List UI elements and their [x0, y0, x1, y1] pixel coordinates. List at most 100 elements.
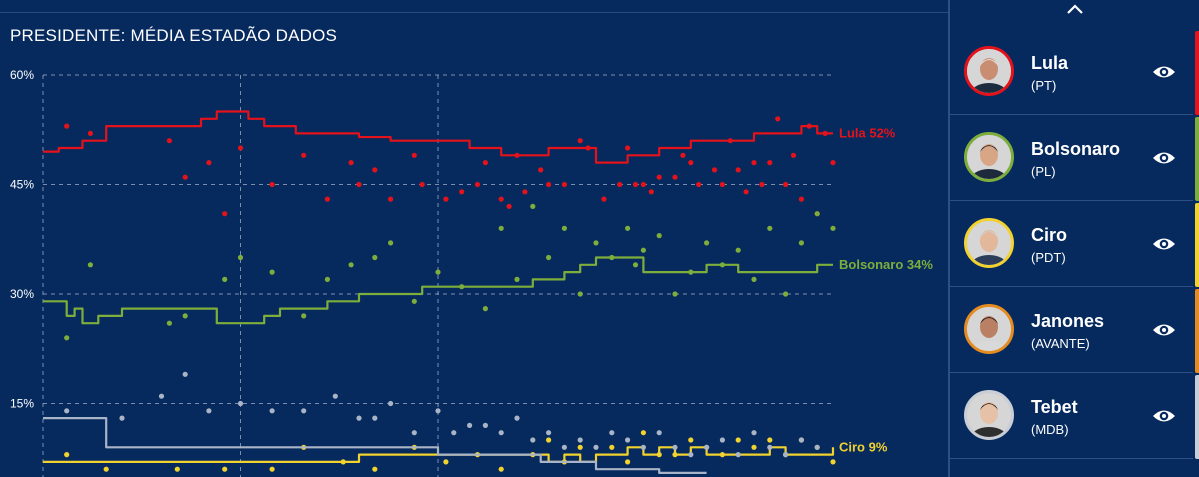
lula-poll-point [301, 152, 307, 158]
bolsonaro-poll-point [632, 262, 639, 268]
lula-poll-point [656, 174, 662, 180]
bolsonaro-poll-point [530, 203, 536, 209]
tebet-poll-point [467, 422, 473, 428]
tebet-poll-point [332, 393, 338, 399]
candidate-card-janones[interactable]: Janones (AVANTE) [950, 289, 1199, 373]
bolsonaro-poll-point [301, 313, 307, 319]
tebet-poll-point [688, 452, 694, 458]
candidate-party: (PT) [1031, 78, 1057, 93]
candidate-color-bar [1195, 203, 1199, 287]
ciro-poll-point [767, 437, 773, 443]
tebet-poll-point [672, 444, 678, 450]
lula-poll-point [372, 167, 378, 173]
ciro-poll-point [103, 466, 109, 472]
bolsonaro-poll-point [498, 225, 504, 231]
eye-icon[interactable] [1152, 407, 1176, 425]
lula-poll-point [474, 181, 481, 188]
lula-poll-point [680, 152, 686, 158]
tebet-average-line [43, 417, 707, 474]
avatar [964, 132, 1014, 182]
lula-poll-point [348, 160, 354, 166]
tebet-poll-point [783, 452, 789, 458]
ciro-poll-point [498, 466, 504, 472]
candidate-card-ciro[interactable]: Ciro (PDT) [950, 203, 1199, 287]
lula-poll-point [577, 138, 583, 144]
tebet-poll-point [388, 400, 394, 407]
lula-poll-point [443, 196, 449, 202]
bolsonaro-poll-point [269, 269, 275, 275]
ciro-poll-point [688, 437, 694, 443]
lula-poll-point [790, 152, 797, 158]
tebet-poll-point [514, 415, 520, 421]
lula-poll-point [269, 181, 275, 188]
lula-poll-point [640, 181, 647, 188]
candidate-party: (PDT) [1031, 250, 1066, 265]
tebet-poll-point [435, 408, 441, 414]
candidate-name: Bolsonaro [1031, 139, 1121, 159]
tebet-poll-point [656, 430, 662, 436]
bolsonaro-poll-point [388, 240, 394, 246]
bolsonaro-poll-point [561, 225, 568, 231]
ciro-poll-point [443, 459, 449, 465]
lula-poll-point [419, 181, 425, 188]
lula-poll-point [767, 160, 773, 166]
eye-icon[interactable] [1152, 149, 1176, 167]
lula-poll-point [538, 167, 544, 173]
tebet-poll-point [530, 437, 536, 443]
ciro-poll-point [735, 437, 741, 443]
lula-poll-point [324, 196, 330, 202]
tebet-poll-point [546, 430, 552, 436]
ciro-poll-point [222, 466, 228, 472]
lula-poll-point [830, 160, 836, 166]
candidate-card-lula[interactable]: Lula (PT) [950, 31, 1199, 115]
ciro-poll-point [609, 444, 615, 450]
bolsonaro-poll-point [625, 225, 631, 231]
lula-poll-point [388, 196, 394, 202]
tebet-poll-point [372, 415, 378, 421]
bolsonaro-end-label: Bolsonaro 34% [839, 257, 933, 272]
bolsonaro-poll-point [324, 276, 330, 282]
lula-poll-point [625, 145, 631, 151]
ciro-poll-point [830, 459, 836, 465]
candidate-sidebar: Lula (PT) Bolsonaro (PL) Ciro (PDT) Janones (AV… [948, 0, 1199, 477]
bolsonaro-poll-point [735, 247, 741, 253]
tebet-poll-point [735, 452, 741, 458]
ciro-poll-point [372, 466, 378, 472]
bolsonaro-poll-point [372, 254, 378, 261]
bolsonaro-poll-point [767, 225, 773, 231]
lula-poll-point [743, 189, 749, 195]
lula-poll-point [522, 189, 528, 195]
lula-poll-point [735, 167, 741, 173]
lula-poll-point [751, 160, 757, 166]
tebet-poll-point [64, 408, 70, 414]
bolsonaro-poll-point [348, 262, 354, 268]
tebet-poll-point [182, 371, 188, 377]
candidate-card-bolsonaro[interactable]: Bolsonaro (PL) [950, 117, 1199, 201]
lula-poll-point [688, 160, 694, 166]
chart-title: PRESIDENTE: MÉDIA ESTADÃO DADOS [10, 26, 338, 45]
candidate-party: (MDB) [1031, 422, 1069, 437]
lula-poll-point [775, 116, 781, 122]
eye-icon[interactable] [1152, 63, 1176, 81]
lula-poll-point [87, 130, 93, 136]
lula-poll-point [719, 181, 726, 188]
bolsonaro-poll-point [435, 269, 441, 275]
tebet-poll-point [451, 430, 457, 436]
chevron-up-icon[interactable] [1062, 0, 1088, 20]
candidate-party: (AVANTE) [1031, 336, 1090, 351]
eye-icon[interactable] [1152, 235, 1176, 253]
y-tick-label: 15% [10, 397, 34, 411]
ciro-poll-point [625, 459, 631, 465]
ciro-poll-point [64, 452, 70, 458]
candidate-card-tebet[interactable]: Tebet (MDB) [950, 375, 1199, 459]
lula-poll-point [696, 181, 702, 188]
bolsonaro-poll-point [656, 233, 662, 239]
candidate-party: (PL) [1031, 164, 1056, 179]
tebet-poll-point [640, 444, 647, 450]
avatar [964, 218, 1014, 268]
eye-icon[interactable] [1152, 321, 1176, 339]
lula-poll-point [64, 123, 70, 129]
tebet-poll-point [593, 444, 599, 450]
bolsonaro-poll-point [166, 320, 172, 326]
tebet-poll-point [814, 444, 820, 450]
